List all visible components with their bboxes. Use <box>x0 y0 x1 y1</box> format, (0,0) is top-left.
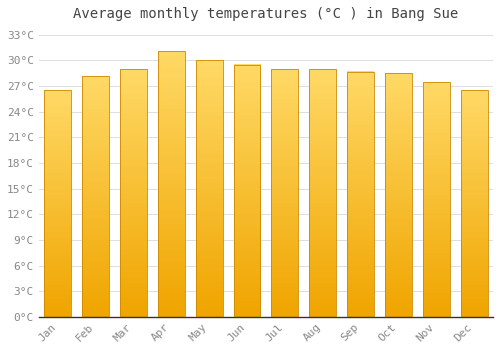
Bar <box>347 71 374 317</box>
Bar <box>234 65 260 317</box>
Bar <box>460 90 487 317</box>
Bar <box>44 90 71 317</box>
Bar <box>82 76 109 317</box>
Title: Average monthly temperatures (°C ) in Bang Sue: Average monthly temperatures (°C ) in Ba… <box>74 7 458 21</box>
Bar <box>272 69 298 317</box>
Bar <box>423 82 450 317</box>
Bar <box>158 51 184 317</box>
Bar <box>310 69 336 317</box>
Bar <box>196 61 222 317</box>
Bar <box>385 73 412 317</box>
Bar <box>120 69 147 317</box>
